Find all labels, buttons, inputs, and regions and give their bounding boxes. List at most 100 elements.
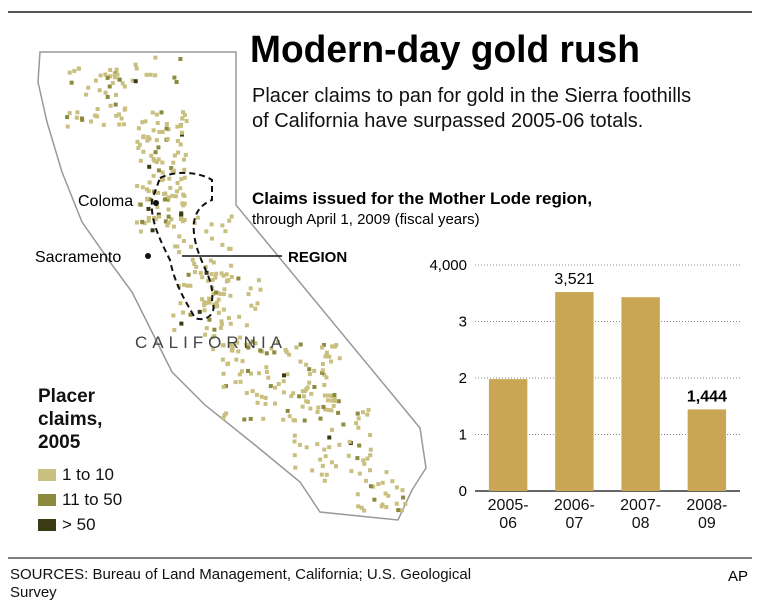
claim-square	[165, 137, 170, 141]
claim-square	[182, 218, 187, 222]
claim-square	[153, 73, 158, 78]
claim-square	[401, 495, 406, 500]
chart-title: Claims issued for the Mother Lode region…	[252, 189, 592, 208]
claim-square	[327, 354, 332, 359]
claim-square	[383, 491, 388, 496]
claim-square	[237, 314, 242, 319]
claim-square	[322, 447, 327, 452]
claim-square	[330, 394, 335, 398]
claim-square	[276, 382, 281, 386]
claim-square	[368, 453, 373, 458]
title: Modern-day gold rush	[250, 29, 640, 71]
claim-square	[224, 384, 228, 389]
claim-square	[304, 399, 309, 404]
claim-square	[121, 122, 126, 127]
claim-square	[368, 447, 373, 452]
claim-square	[355, 456, 360, 461]
claim-square	[151, 173, 156, 178]
claim-square	[138, 229, 143, 234]
claim-square	[281, 390, 286, 395]
claim-square	[123, 106, 128, 111]
claim-square	[300, 404, 305, 409]
y-tick-label: 4,000	[429, 257, 467, 274]
claim-square	[287, 352, 292, 357]
claim-square	[221, 384, 226, 389]
bar	[488, 379, 528, 491]
claim-square	[263, 395, 268, 400]
claim-square	[120, 81, 125, 86]
claim-square	[249, 371, 253, 376]
claim-square	[113, 75, 118, 80]
claim-square	[166, 207, 171, 212]
claim-square	[137, 142, 142, 147]
claim-square	[198, 270, 203, 275]
claim-square	[292, 433, 297, 438]
claim-square	[315, 442, 320, 447]
y-tick-label: 2	[459, 370, 467, 387]
claim-square	[237, 372, 242, 377]
claim-square	[366, 407, 371, 412]
claim-square	[226, 316, 231, 321]
claim-square	[203, 301, 208, 306]
claim-square	[235, 340, 240, 345]
claim-square	[259, 394, 264, 399]
claim-square	[214, 300, 219, 305]
claim-square	[193, 270, 197, 274]
claim-square	[318, 416, 323, 421]
claim-square	[150, 110, 155, 115]
claim-square	[178, 186, 183, 191]
claim-square	[254, 392, 259, 397]
claim-square	[65, 124, 70, 129]
y-tick-label: 1	[459, 427, 467, 444]
claim-square	[142, 221, 147, 226]
claim-square	[200, 275, 205, 280]
claim-square	[108, 68, 113, 72]
claim-square	[144, 72, 149, 77]
claim-square	[114, 67, 119, 72]
claim-square	[138, 202, 143, 207]
claim-square	[74, 115, 79, 120]
claim-square	[215, 304, 220, 309]
claim-square	[361, 410, 365, 415]
claim-square	[155, 121, 160, 125]
claim-square	[172, 153, 177, 158]
claim-square	[242, 417, 247, 422]
claim-square	[171, 160, 176, 165]
claim-square	[210, 278, 215, 282]
claim-square	[117, 122, 122, 127]
claim-square	[169, 217, 174, 222]
claim-square	[146, 189, 151, 194]
claim-square	[356, 504, 361, 509]
claim-square	[330, 427, 334, 432]
claim-square	[334, 464, 338, 469]
claim-square	[146, 218, 151, 223]
claim-square	[218, 326, 223, 330]
claim-square	[140, 120, 145, 125]
claim-square	[330, 398, 335, 403]
claim-square	[145, 196, 150, 201]
claim-square	[181, 203, 186, 208]
bar	[687, 409, 727, 491]
claim-square	[323, 407, 328, 412]
claim-square	[167, 176, 172, 181]
claim-square	[333, 398, 338, 403]
claim-square	[307, 372, 312, 377]
claim-square	[362, 508, 367, 513]
claim-square	[182, 175, 187, 180]
claim-square	[203, 265, 208, 270]
claim-square	[326, 408, 331, 412]
claim-square	[224, 272, 229, 277]
claim-square	[95, 107, 100, 111]
claim-square	[138, 158, 143, 163]
claim-square	[204, 270, 209, 275]
claim-square	[244, 391, 249, 395]
claim-square	[140, 219, 145, 224]
claim-square	[181, 310, 186, 315]
claim-square	[221, 273, 226, 278]
claim-square	[400, 488, 405, 493]
coloma-dot	[153, 200, 159, 206]
claim-square	[233, 380, 238, 385]
claim-square	[211, 291, 216, 296]
claim-square	[207, 300, 212, 305]
claim-square	[146, 215, 151, 220]
